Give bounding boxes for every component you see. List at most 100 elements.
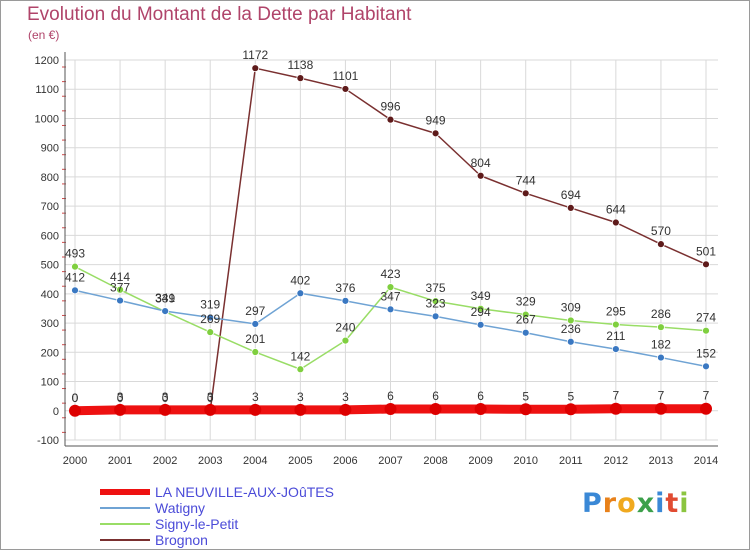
data-point (611, 345, 620, 353)
data-point (386, 305, 395, 314)
x-tick-label: 2006 (333, 455, 357, 467)
legend-item-watigny: Watigny (100, 500, 400, 516)
data-point (431, 129, 440, 138)
data-label: 1172 (242, 48, 268, 62)
y-tick-label: -100 (37, 435, 59, 447)
data-label: 269 (200, 312, 220, 326)
data-label: 644 (606, 203, 626, 217)
data-label: 377 (110, 281, 130, 295)
data-label: 0 (72, 391, 79, 405)
data-label: 142 (290, 349, 310, 363)
data-point (114, 403, 127, 416)
x-tick-label: 2011 (559, 455, 583, 467)
data-point (71, 262, 79, 271)
data-label: 694 (561, 188, 581, 202)
data-label: 570 (651, 224, 671, 238)
data-label: 201 (245, 332, 265, 346)
data-point (341, 85, 350, 93)
data-label: 5 (522, 389, 529, 403)
data-point (339, 403, 352, 416)
data-label: 236 (561, 322, 581, 336)
data-point (206, 328, 215, 337)
data-point (161, 307, 170, 315)
x-tick-label: 2014 (694, 455, 718, 467)
data-point (341, 296, 350, 305)
data-label: 295 (606, 305, 626, 319)
x-tick-label: 2001 (108, 455, 132, 467)
y-tick-label: 100 (41, 377, 59, 389)
legend-swatch-watigny (100, 507, 150, 509)
data-point (251, 348, 260, 356)
logo-letter: i (679, 488, 690, 519)
data-point (700, 402, 712, 415)
y-tick-label: 1000 (35, 113, 59, 125)
data-point (566, 316, 575, 325)
data-label: 3 (297, 390, 304, 404)
data-label: 0 (162, 391, 169, 405)
data-label: 493 (65, 247, 85, 261)
data-point (476, 304, 485, 313)
data-point (654, 402, 667, 415)
data-point (116, 296, 124, 305)
data-label: 294 (471, 305, 491, 319)
x-tick-label: 2007 (378, 455, 402, 467)
data-point (431, 297, 440, 306)
data-label: 3 (117, 390, 124, 404)
data-label: 376 (335, 281, 355, 295)
legend-swatch-signy (100, 523, 150, 525)
y-tick-label: 900 (41, 143, 59, 155)
data-label: 6 (477, 389, 484, 403)
data-label: 319 (200, 298, 220, 312)
data-label: 949 (426, 113, 446, 127)
data-point (474, 403, 487, 416)
data-label: 423 (380, 267, 400, 281)
data-label: 501 (696, 244, 716, 258)
y-tick-label: 400 (41, 289, 59, 301)
x-tick-label: 2005 (288, 455, 312, 467)
legend: LA NEUVILLE-AUX-JOûTES Watigny Signy-le-… (100, 484, 400, 548)
legend-label-watigny: Watigny (155, 500, 206, 516)
y-tick-label: 300 (41, 318, 59, 330)
data-label: 297 (245, 304, 265, 318)
x-tick-label: 2003 (198, 455, 222, 467)
data-label: 341 (155, 291, 175, 305)
data-label: 274 (696, 311, 716, 325)
data-label: 329 (516, 295, 536, 309)
chart-subtitle: (en €) (28, 28, 60, 42)
data-label: 0 (117, 391, 124, 405)
data-point (249, 403, 262, 416)
data-point (296, 74, 305, 83)
data-point (609, 402, 622, 415)
x-tick-label: 2008 (423, 455, 447, 467)
data-label: 3 (252, 390, 259, 404)
proxiti-logo: Proxiti (582, 488, 690, 519)
x-tick-label: 2010 (513, 455, 537, 467)
data-label: 5 (567, 389, 574, 403)
data-label: 6 (432, 389, 439, 403)
data-label: 375 (426, 281, 446, 295)
chart-title: Evolution du Montant de la Dette par Hab… (27, 4, 412, 25)
data-label: 286 (651, 307, 671, 321)
logo-letter: P (582, 488, 603, 519)
data-point (204, 403, 217, 416)
data-point (206, 313, 215, 322)
data-label: 6 (387, 389, 394, 403)
data-point (251, 64, 260, 73)
y-tick-label: 700 (41, 201, 59, 213)
y-tick-label: 0 (53, 406, 59, 418)
y-tick-label: 1200 (35, 55, 59, 67)
data-point (71, 286, 79, 295)
data-point (611, 320, 620, 329)
data-label: 996 (380, 100, 400, 114)
data-label: 804 (471, 156, 491, 170)
data-label: 323 (426, 296, 446, 310)
legend-item-brognon: Brognon (100, 532, 400, 548)
data-label: 339 (155, 292, 175, 306)
data-point (296, 365, 305, 374)
y-tick-label: 500 (41, 260, 59, 272)
data-label: 412 (65, 270, 85, 284)
data-point (386, 283, 395, 292)
data-point (384, 403, 397, 416)
legend-item-signy: Signy-le-Petit (100, 516, 400, 532)
data-label: 3 (342, 390, 349, 404)
